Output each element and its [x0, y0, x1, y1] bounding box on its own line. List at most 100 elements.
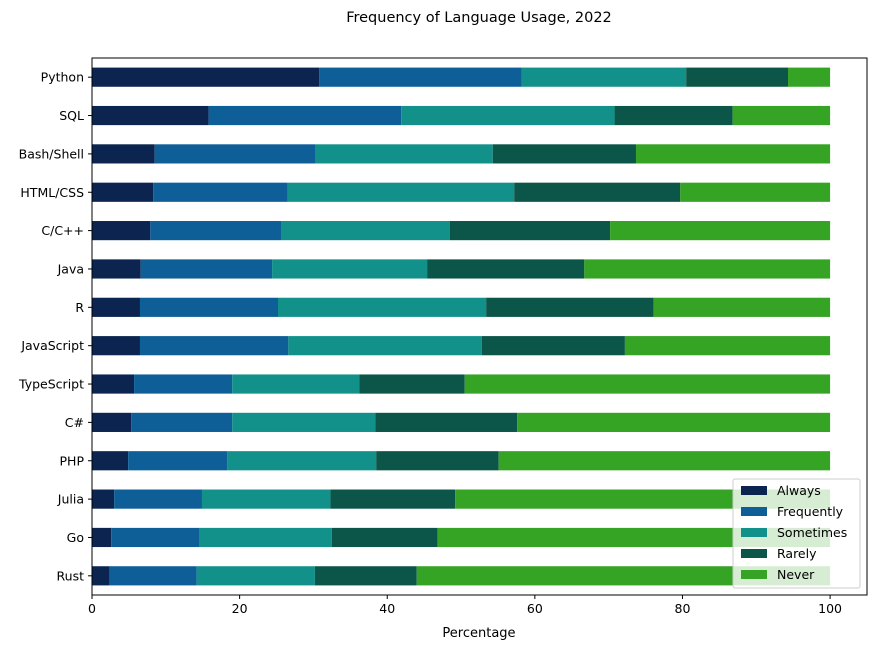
y-tick-label: R [75, 300, 84, 315]
bar-typescript-always [92, 374, 135, 394]
x-tick-label: 40 [379, 601, 395, 616]
y-tick-label: Python [41, 70, 84, 85]
bar-python-sometimes [521, 67, 687, 87]
y-tick-label: Bash/Shell [19, 146, 84, 161]
legend: Always Frequently Sometimes Rarely Never [732, 478, 861, 589]
bar-sql-always [92, 105, 209, 126]
legend-swatch-never [741, 570, 767, 579]
bar-sql-rarely [614, 105, 733, 126]
bar-html-css-always [92, 182, 154, 202]
bar-java-frequently [140, 259, 273, 279]
y-axis: Python SQL Bash/Shell HTML/CSS C/C++ Java R Jav… [18, 70, 92, 583]
legend-label-frequently: Frequently [777, 504, 844, 519]
bar-python-never [788, 67, 831, 87]
y-tick-label: JavaScript [20, 338, 84, 353]
y-tick-label: HTML/CSS [20, 185, 84, 200]
bar-go-sometimes [199, 527, 332, 548]
bar-julia-always [92, 489, 115, 509]
x-axis-label: Percentage [442, 626, 515, 641]
bar-sql-sometimes [401, 105, 615, 126]
bar-html-css-never [680, 182, 831, 202]
y-tick-label: SQL [59, 108, 84, 123]
bar-sql-frequently [208, 105, 402, 126]
plot-frame [91, 57, 868, 596]
bar-javascript-always [92, 336, 140, 356]
bar-julia-rarely [330, 489, 456, 509]
bar-go-rarely [331, 527, 438, 548]
bar-go-frequently [111, 527, 200, 548]
x-tick-label: 20 [232, 601, 248, 616]
bar-rust-rarely [314, 566, 417, 586]
bar-html-css-rarely [514, 182, 681, 202]
bar-typescript-sometimes [232, 374, 360, 394]
bar-c-frequently [131, 412, 233, 432]
bar-java-rarely [427, 259, 585, 279]
bar-c-c-frequently [150, 221, 282, 241]
legend-swatch-always [741, 486, 767, 495]
bar-c-sometimes [232, 412, 376, 432]
bar-bash-shell-sometimes [315, 144, 493, 164]
bar-python-frequently [319, 67, 522, 87]
bar-javascript-rarely [481, 336, 625, 356]
legend-label-sometimes: Sometimes [777, 525, 847, 540]
x-tick-label: 0 [88, 601, 96, 616]
bar-r-never [653, 297, 831, 317]
x-axis: 0 20 40 60 80 100 [88, 595, 842, 616]
y-tick-label: Java [57, 261, 84, 276]
bar-php-sometimes [227, 451, 377, 471]
bar-c-never [517, 412, 831, 432]
bar-typescript-never [464, 374, 831, 394]
bar-python-always [92, 67, 320, 87]
legend-swatch-frequently [741, 507, 767, 516]
bar-python-rarely [686, 67, 789, 87]
bar-c-c-always [92, 221, 151, 241]
bar-r-rarely [486, 297, 654, 317]
chart-title: Frequency of Language Usage, 2022 [346, 10, 612, 26]
bar-rust-sometimes [196, 566, 315, 586]
bar-javascript-never [624, 336, 831, 356]
legend-label-never: Never [777, 567, 815, 582]
bar-java-sometimes [272, 259, 428, 279]
bar-typescript-frequently [134, 374, 233, 394]
bar-html-css-frequently [153, 182, 288, 202]
x-tick-label: 80 [675, 601, 691, 616]
bar-javascript-sometimes [288, 336, 482, 356]
bar-bash-shell-always [92, 144, 155, 164]
bar-bash-shell-frequently [154, 144, 316, 164]
legend-swatch-sometimes [741, 528, 767, 537]
bars-layer [92, 67, 831, 586]
y-tick-label: Go [67, 530, 84, 545]
y-tick-label: PHP [60, 453, 85, 468]
bar-julia-sometimes [201, 489, 331, 509]
legend-swatch-rarely [741, 549, 767, 558]
bar-r-always [92, 297, 140, 317]
bar-c-always [92, 412, 132, 432]
bar-javascript-frequently [139, 336, 289, 356]
y-tick-label: TypeScript [18, 377, 84, 392]
bar-bash-shell-never [635, 144, 831, 164]
bar-rust-never [416, 566, 831, 586]
legend-label-always: Always [777, 483, 821, 498]
bar-c-c-rarely [449, 221, 611, 241]
legend-box [732, 478, 861, 589]
bar-java-never [584, 259, 831, 279]
bar-rust-always [92, 566, 110, 586]
y-tick-label: C# [65, 415, 84, 430]
y-tick-label: Julia [57, 492, 84, 507]
bar-julia-frequently [114, 489, 202, 509]
bar-go-never [437, 527, 831, 548]
bar-go-always [92, 527, 112, 548]
bar-php-always [92, 451, 129, 471]
bar-c-rarely [375, 412, 518, 432]
bar-php-rarely [376, 451, 499, 471]
legend-label-rarely: Rarely [777, 546, 817, 561]
bar-r-sometimes [278, 297, 487, 317]
y-tick-label: C/C++ [41, 223, 84, 238]
bar-php-never [498, 451, 831, 471]
bar-rust-frequently [109, 566, 197, 586]
bar-java-always [92, 259, 141, 279]
bar-c-c-never [610, 221, 831, 241]
bar-bash-shell-rarely [492, 144, 636, 164]
bar-html-css-sometimes [287, 182, 515, 202]
